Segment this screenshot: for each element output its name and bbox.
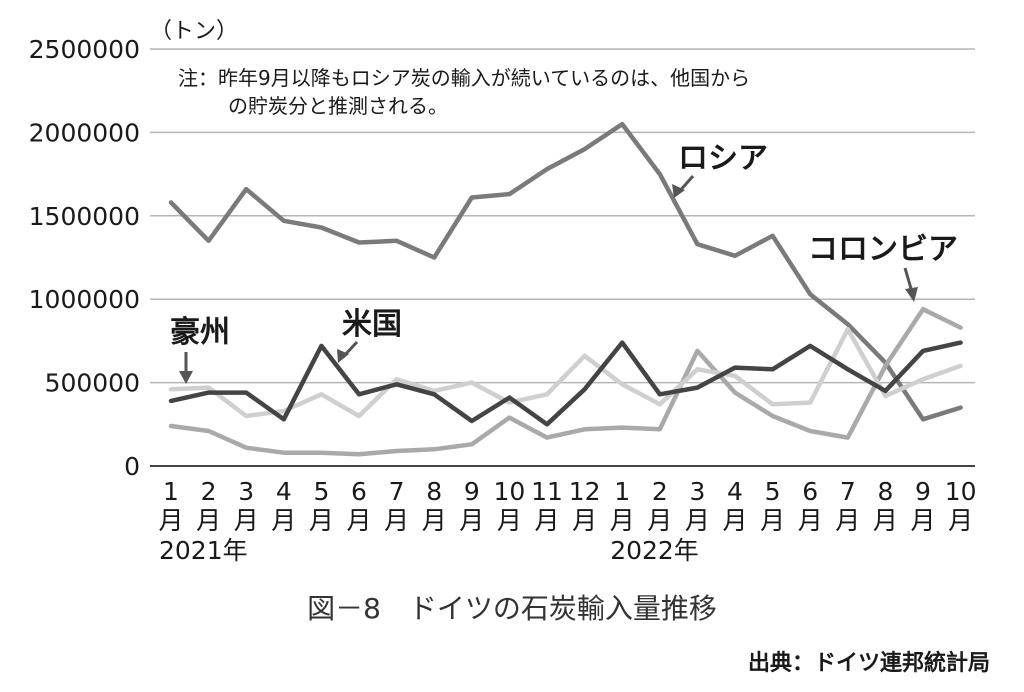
x-tick-month-number: 2 (201, 477, 217, 506)
x-tick-month-number: 5 (765, 477, 781, 506)
x-tick-month-suffix: 月 (722, 506, 747, 535)
x-tick-month-number: 10 (945, 477, 977, 506)
x-tick-month-suffix: 月 (534, 506, 559, 535)
arrow-australia (179, 352, 193, 384)
y-axis-ticks: 0 500000 1000000 1500000 2000000 2500000 (29, 35, 140, 481)
x-tick-month-number: 10 (493, 477, 525, 506)
x-tick-month-number: 9 (915, 477, 931, 506)
x-tick-month-suffix: 月 (760, 506, 785, 535)
x-tick-month-suffix: 月 (459, 506, 484, 535)
x-tick-month-number: 3 (689, 477, 705, 506)
series-line-3 (168, 326, 963, 419)
figure-caption: 図－8 ドイツの石炭輸入量推移 (307, 592, 717, 625)
arrow-russia (672, 175, 695, 198)
y-tick-label: 0 (124, 452, 140, 481)
x-tick-month-number: 7 (840, 477, 856, 506)
x-tick-month-suffix: 月 (497, 506, 522, 535)
x-tick-month-suffix: 月 (234, 506, 259, 535)
arrow-colombia (903, 267, 918, 302)
x-tick-month-suffix: 月 (384, 506, 409, 535)
arrow-usa (337, 340, 359, 363)
note-line-2: の貯炭分と推測される。 (228, 94, 448, 118)
x-tick-month-suffix: 月 (948, 506, 973, 535)
x-tick-month-suffix: 月 (685, 506, 710, 535)
series-lines (168, 121, 963, 457)
unit-label: （トン） (150, 19, 238, 44)
x-tick-month-number: 8 (426, 477, 442, 506)
x-tick-month-number: 6 (351, 477, 367, 506)
y-tick-label: 2500000 (29, 35, 140, 64)
y-tick-label: 500000 (45, 369, 140, 398)
y-tick-label: 1500000 (29, 202, 140, 231)
series-label-usa: 米国 (342, 307, 402, 342)
x-tick-month-number: 3 (238, 477, 254, 506)
grid-lines (150, 48, 975, 467)
x-tick-month-number: 1 (614, 477, 630, 506)
x-tick-month-suffix: 月 (196, 506, 221, 535)
x-tick-month-suffix: 月 (422, 506, 447, 535)
x-tick-month-suffix: 月 (271, 506, 296, 535)
series-label-russia: ロシア (678, 141, 768, 176)
x-tick-month-suffix: 月 (309, 506, 334, 535)
series-line-2 (168, 340, 963, 427)
x-tick-month-number: 4 (276, 477, 292, 506)
x-axis-ticks: 1月2月3月4月5月6月7月8月9月10月11月12月1月2月3月4月5月6月7… (158, 477, 976, 565)
x-tick-month-suffix: 月 (610, 506, 635, 535)
x-tick-month-suffix: 月 (647, 506, 672, 535)
x-tick-month-suffix: 月 (873, 506, 898, 535)
x-year-label: 2022年 (610, 536, 699, 565)
series-line-1 (168, 306, 963, 457)
x-tick-month-number: 1 (163, 477, 179, 506)
series-label-australia: 豪州 (170, 315, 230, 350)
series-label-colombia: コロンビア (808, 232, 958, 267)
x-tick-month-suffix: 月 (835, 506, 860, 535)
note-line-1: 注：昨年9月以降もロシア炭の輸入が続いているのは、他国から (178, 66, 750, 90)
x-tick-month-number: 2 (652, 477, 668, 506)
x-tick-month-number: 12 (569, 477, 601, 506)
x-tick-month-number: 6 (802, 477, 818, 506)
x-tick-month-number: 5 (313, 477, 329, 506)
x-tick-month-number: 8 (877, 477, 893, 506)
x-tick-month-number: 4 (727, 477, 743, 506)
x-tick-month-suffix: 月 (798, 506, 823, 535)
x-year-label: 2021年 (159, 536, 248, 565)
series-line-0 (168, 121, 963, 422)
x-tick-month-suffix: 月 (346, 506, 371, 535)
x-tick-month-number: 9 (464, 477, 480, 506)
x-tick-month-suffix: 月 (910, 506, 935, 535)
x-tick-month-number: 7 (389, 477, 405, 506)
y-tick-label: 1000000 (29, 285, 140, 314)
x-tick-month-suffix: 月 (158, 506, 183, 535)
source-credit: 出典：ドイツ連邦統計局 (748, 650, 990, 676)
x-tick-month-number: 11 (531, 477, 563, 506)
x-tick-month-suffix: 月 (572, 506, 597, 535)
y-tick-label: 2000000 (29, 118, 140, 147)
